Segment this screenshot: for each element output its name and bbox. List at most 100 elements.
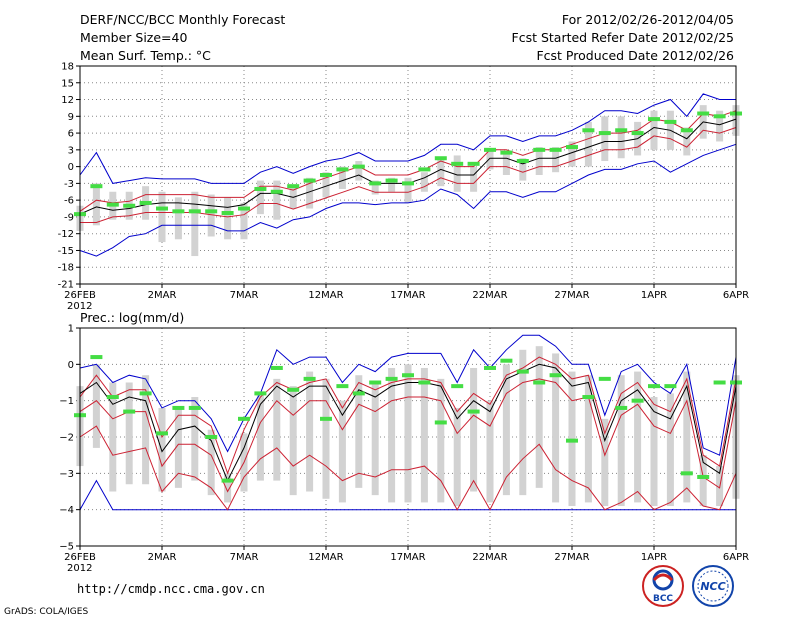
bcc-logo-text: BCC [653, 594, 673, 604]
forecast-marker [352, 391, 365, 396]
y-tick-label: −5 [59, 542, 74, 553]
spread-box [453, 407, 461, 507]
ensemble-mean-line [79, 363, 737, 482]
spread-box [470, 166, 478, 192]
x-tick-label: 26FEB [64, 552, 96, 563]
x-tick-label: 7MAR [230, 290, 259, 301]
x-tick-label: 17MAR [390, 290, 425, 301]
spread-box [568, 141, 576, 167]
header: DERF/NCC/BCC Monthly Forecast Member Siz… [80, 12, 734, 63]
forecast-marker [139, 200, 152, 205]
x-tick-label: 2MAR [148, 290, 177, 301]
inner-lower-line [79, 378, 737, 493]
outer-lower-line [79, 143, 737, 257]
forecast-marker [402, 373, 414, 378]
chart-title: DERF/NCC/BCC Monthly Forecast [80, 12, 285, 27]
y-tick-label: 6 [68, 129, 74, 140]
spread-box [158, 191, 166, 243]
forecast-marker [615, 128, 628, 133]
spread-box [552, 353, 560, 503]
plot-frame [79, 327, 737, 547]
forecast-marker [697, 111, 710, 116]
forecast-marker [205, 435, 218, 439]
forecast-marker [369, 181, 382, 186]
y-tick-label: -21 [58, 280, 74, 291]
y-tick-label: -15 [58, 246, 74, 257]
inner-upper-line [79, 356, 737, 475]
y-tick-label: -6 [64, 196, 74, 207]
forecast-marker [549, 147, 562, 152]
forecast-marker [664, 119, 677, 124]
forecast-marker [434, 156, 447, 161]
grads-credit: GrADS: COLA/IGES [4, 607, 88, 617]
spread-box [125, 382, 133, 485]
forecast-period: For 2012/02/26-2012/04/05 [562, 12, 734, 27]
forecast-marker [156, 431, 168, 436]
x-tick-label: 7MAR [230, 552, 259, 563]
spread-box [207, 429, 215, 496]
spread-box [388, 177, 396, 192]
y-tick-label: −4 [59, 505, 74, 516]
spread-box [371, 180, 379, 195]
forecast-marker [713, 380, 726, 385]
forecast-marker [287, 184, 300, 189]
x-tick-label: 12MAR [308, 290, 343, 301]
spread-box [420, 367, 428, 503]
forecast-marker [713, 114, 726, 119]
spread-box [683, 371, 691, 503]
y-tick-label: 15 [61, 78, 74, 89]
forecast-marker [336, 167, 349, 172]
y-tick-label: −2 [59, 433, 74, 444]
y-tick-label: 9 [68, 112, 74, 123]
forecast-marker [303, 178, 316, 183]
forecast-marker [418, 380, 431, 385]
forecast-marker [172, 209, 185, 214]
y-tick-label: 18 [61, 62, 74, 73]
x-tick-label: 22MAR [472, 552, 507, 563]
spread-box [355, 161, 363, 181]
forecast-marker [549, 373, 562, 378]
forecast-marker [566, 438, 578, 443]
spread-box [535, 346, 543, 488]
x-tick-label: 26FEB [64, 290, 96, 301]
member-size-label: Member Size=40 [80, 30, 187, 45]
spread-box [256, 180, 264, 215]
spread-box [273, 378, 281, 481]
spread-box [584, 121, 592, 167]
y-tick-label: -18 [58, 263, 74, 274]
spread-box [92, 364, 100, 448]
spread-box [338, 400, 346, 503]
forecast-marker [336, 384, 349, 389]
forecast-marker [582, 395, 595, 400]
spread-box [174, 197, 182, 240]
plot-frame [79, 65, 737, 285]
spread-box [519, 158, 527, 181]
forecast-marker [238, 206, 250, 211]
y-tick-label: -3 [64, 179, 74, 190]
forecast-marker [500, 150, 513, 155]
forecast-marker [467, 161, 480, 166]
spread-box [519, 349, 527, 496]
spread-box [174, 407, 182, 488]
outer-upper-line [79, 93, 736, 184]
forecast-marker [106, 202, 119, 207]
x-tick-label: 6APR [723, 552, 749, 563]
spread-box [355, 375, 363, 488]
forecast-marker [598, 376, 611, 381]
variable-label: Mean Surf. Temp.: °C [80, 48, 211, 63]
spread-box [502, 364, 510, 496]
spread-box [371, 382, 379, 496]
x-tick-label: 6APR [723, 290, 749, 301]
forecast-marker [320, 416, 332, 421]
spread-box [601, 418, 609, 507]
spread-box [109, 382, 117, 492]
x-tick-label: 27MAR [554, 552, 589, 563]
spread-box [437, 158, 445, 187]
forecast-marker [484, 365, 496, 370]
forecast-marker [123, 409, 136, 414]
x-tick-label: 1APR [641, 552, 667, 563]
spread-box [158, 407, 166, 492]
forecast-marker [533, 147, 546, 152]
